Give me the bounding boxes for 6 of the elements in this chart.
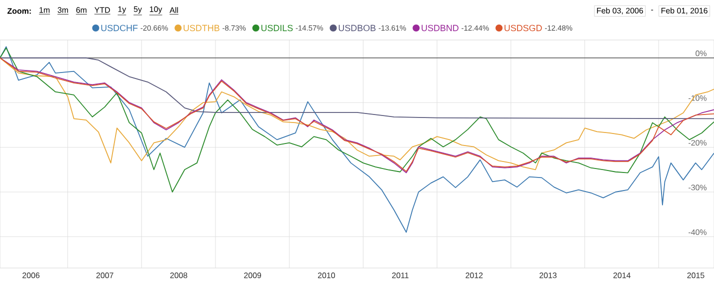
legend-label: USDBOB: [338, 24, 376, 32]
legend-label: USDTHB: [184, 24, 220, 32]
legend-label: USDILS: [261, 24, 293, 32]
legend-label: USDBND: [422, 24, 458, 32]
legend-label: USDSGD: [504, 24, 542, 32]
legend-label: USDCHF: [101, 24, 138, 32]
